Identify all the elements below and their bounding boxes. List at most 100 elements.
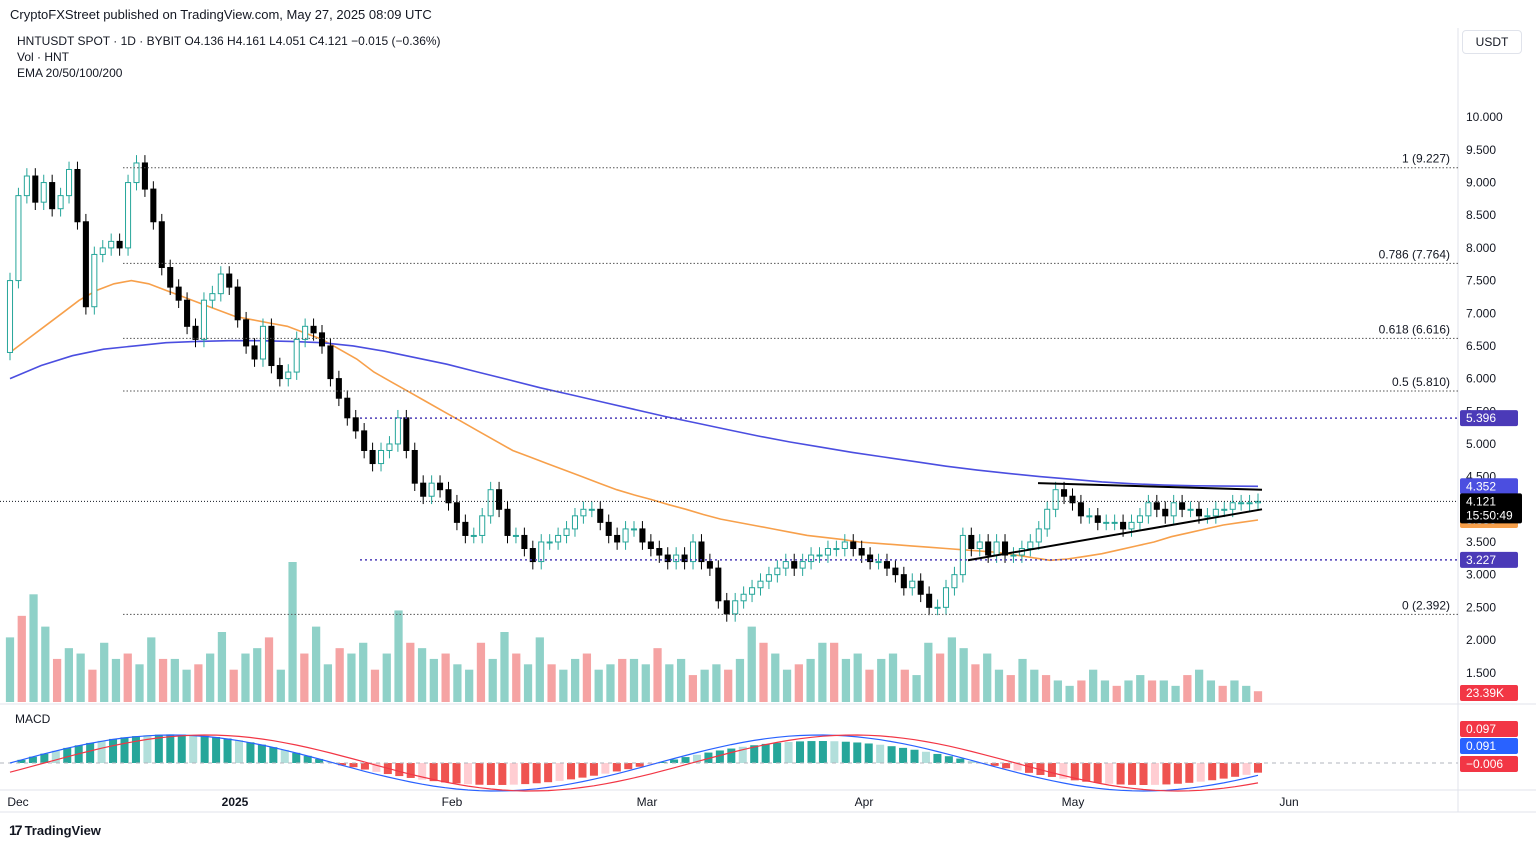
candle	[749, 579, 756, 603]
macd-histogram-bar	[830, 741, 839, 763]
candle	[57, 187, 64, 217]
volume-bar	[288, 562, 297, 702]
candle	[82, 213, 89, 315]
candle-body	[1061, 489, 1068, 497]
ema-indicator-label[interactable]: EMA 20/50/100/200	[17, 66, 123, 80]
candle	[993, 534, 1000, 563]
candle-body	[749, 587, 756, 595]
candle-body	[40, 182, 47, 203]
candle-body	[243, 319, 250, 347]
fib-level-label: 0.5 (5.810)	[1392, 375, 1450, 389]
candle	[934, 599, 941, 616]
candle	[327, 338, 334, 387]
macd-histogram-bar	[131, 736, 140, 763]
level-5396-badge-text: 5.396	[1466, 411, 1496, 425]
candle-body	[1170, 502, 1177, 517]
price-tick-label: 9.500	[1466, 143, 1496, 157]
candle	[892, 560, 899, 583]
candle-body	[352, 417, 359, 432]
candle	[49, 174, 56, 217]
candle-body	[487, 489, 494, 517]
candle	[1179, 494, 1186, 518]
volume-bar	[111, 658, 121, 702]
currency-selector[interactable]: USDT	[1462, 30, 1522, 54]
level-3227-badge-bg	[1460, 551, 1518, 568]
macd-histogram-bar	[246, 742, 255, 763]
volume-bar	[311, 626, 321, 702]
candle-body	[706, 561, 713, 569]
macd-histogram-bar	[109, 738, 118, 763]
macd-histogram-bar	[338, 763, 347, 766]
candle-body	[546, 541, 553, 544]
candle	[875, 553, 882, 570]
candle	[496, 481, 503, 518]
candle	[850, 534, 857, 557]
macd-histogram-bar	[1002, 763, 1011, 769]
candle-body	[791, 561, 798, 569]
volume-bar	[688, 675, 697, 702]
macd-histogram-bar	[876, 744, 885, 763]
candle-body	[428, 482, 435, 497]
macd-histogram-bar	[796, 741, 805, 763]
candle	[133, 155, 140, 191]
candle-body	[664, 554, 671, 563]
price-tick-label: 1.500	[1466, 666, 1496, 680]
candle-body	[580, 508, 587, 517]
candle	[723, 592, 730, 622]
candle-body	[377, 449, 385, 465]
volume-indicator-label[interactable]: Vol · HNT	[17, 50, 70, 64]
candle	[1035, 521, 1042, 550]
tradingview-logo-icon: 17	[9, 822, 23, 838]
candle-body	[605, 521, 612, 536]
candle-body	[563, 528, 570, 536]
candle	[1010, 547, 1017, 563]
candle-body	[976, 541, 983, 550]
volume-bar	[206, 653, 215, 702]
macd-histogram-bar	[1208, 763, 1217, 781]
macd-line	[9, 734, 1259, 792]
macd-histogram-bar	[521, 763, 530, 785]
time-axis-label: May	[1062, 795, 1085, 809]
candle	[942, 579, 950, 616]
candle	[1001, 534, 1009, 563]
candle-body	[158, 221, 165, 269]
ema200-badge-text: 4.352	[1466, 479, 1496, 493]
volume-bar	[453, 664, 462, 702]
volume-bar	[441, 653, 450, 702]
price-tick-label: 3.500	[1466, 535, 1496, 549]
macd-histogram-bar	[1219, 763, 1228, 779]
macd-histogram-bar	[967, 760, 976, 763]
macd-histogram-bar	[532, 763, 541, 784]
candle	[335, 370, 342, 407]
candle	[1111, 514, 1118, 531]
candle	[529, 540, 536, 570]
macd-histogram-bar	[441, 763, 450, 783]
candle-body	[782, 561, 789, 569]
candle	[808, 547, 815, 570]
volume-bar	[535, 637, 544, 702]
volume-bar	[547, 664, 556, 702]
candle	[116, 233, 123, 256]
candle	[985, 534, 992, 563]
macd-indicator-label[interactable]: MACD	[15, 712, 51, 726]
tradingview-logo[interactable]: 17 TradingView	[9, 822, 101, 838]
candle	[259, 318, 267, 367]
volume-bar	[571, 658, 580, 702]
candle	[167, 259, 174, 295]
candle	[765, 566, 772, 590]
candle	[647, 534, 654, 557]
candle-body	[723, 600, 730, 615]
volume-bar	[935, 653, 945, 702]
macd-histogram-bar	[177, 734, 186, 763]
volume-bar	[465, 669, 474, 702]
price-tick-label: 2.500	[1466, 600, 1496, 614]
volume-bar	[983, 653, 992, 702]
volume-bar	[877, 658, 886, 702]
candle	[487, 481, 494, 524]
symbol-ohlc-line[interactable]: HNTUSDT SPOT · 1D · BYBIT O4.136 H4.161 …	[17, 34, 441, 48]
candle-body	[1212, 508, 1219, 517]
volume-bar	[782, 669, 792, 702]
candle	[555, 527, 562, 550]
